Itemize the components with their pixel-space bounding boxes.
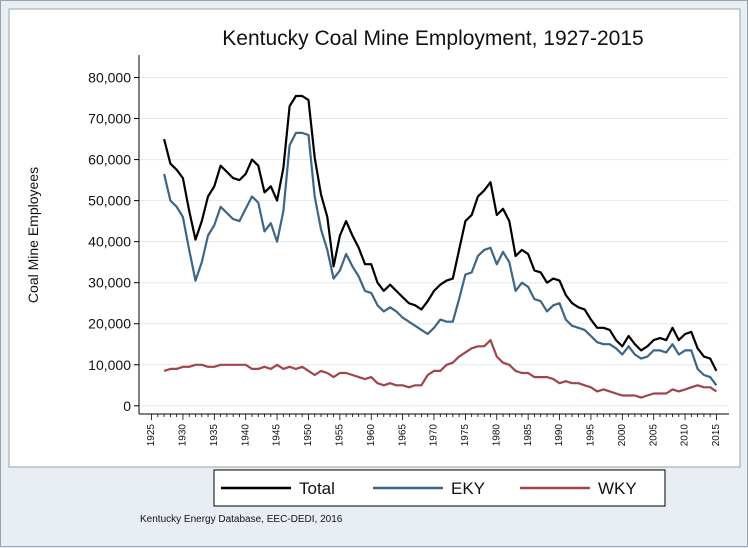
legend-label-wky: WKY <box>598 479 637 498</box>
x-tick-label: 1985 <box>523 424 534 447</box>
x-tick-label: 1970 <box>429 424 440 447</box>
chart-title: Kentucky Coal Mine Employment, 1927-2015 <box>222 27 643 50</box>
x-tick-label: 1940 <box>240 424 251 447</box>
x-tick-label: 2005 <box>648 424 659 447</box>
y-axis-label: Coal Mine Employees <box>25 167 41 303</box>
x-tick-label: 1950 <box>303 424 314 447</box>
x-tick-label: 1945 <box>272 424 283 447</box>
x-tick-label: 1955 <box>334 424 345 447</box>
series-lines <box>163 94 718 399</box>
y-tick-label: 70,000 <box>88 111 131 127</box>
x-tick-label: 1960 <box>366 424 377 447</box>
x-tick-label: 1995 <box>586 424 597 447</box>
y-tick-label: 20,000 <box>88 316 131 332</box>
y-tick-label: 10,000 <box>88 357 131 373</box>
x-tick-label: 1975 <box>460 424 471 447</box>
plot-background <box>139 57 729 414</box>
x-tick-label: 2010 <box>680 424 691 447</box>
y-tick-label: 30,000 <box>88 275 131 291</box>
legend-label-total: Total <box>299 479 335 498</box>
plot-area <box>139 57 729 414</box>
x-tick-label: 1935 <box>209 424 220 447</box>
legend: Total EKY WKY <box>213 469 666 507</box>
y-tick-label: 60,000 <box>88 152 131 168</box>
x-tick-label: 1990 <box>554 424 565 447</box>
x-tick-label: 2000 <box>617 424 628 447</box>
y-tick-label: 40,000 <box>88 234 131 250</box>
x-tick-label: 1980 <box>491 424 502 447</box>
x-tick-label: 1925 <box>146 424 157 447</box>
source-note: Kentucky Energy Database, EEC-DEDI, 2016 <box>140 514 343 525</box>
y-tick-label: 0 <box>123 398 131 414</box>
series-line-total <box>163 94 718 372</box>
x-tick-label: 1965 <box>397 424 408 447</box>
legend-label-eky: EKY <box>451 479 485 498</box>
series-line-eky <box>163 131 718 386</box>
x-axis: 1925 1930 1935 1940 1945 1950 1955 1960 1965 1970… <box>139 413 729 447</box>
y-tick-label: 50,000 <box>88 193 131 209</box>
y-tick-label: 80,000 <box>88 70 131 86</box>
y-axis: 0 10,000 20,000 30,000 40,000 50,000 60,000 70,… <box>88 55 140 414</box>
series-line-wky <box>163 339 718 399</box>
x-tick-label: 1930 <box>178 424 189 447</box>
x-tick-label: 2015 <box>711 424 722 447</box>
